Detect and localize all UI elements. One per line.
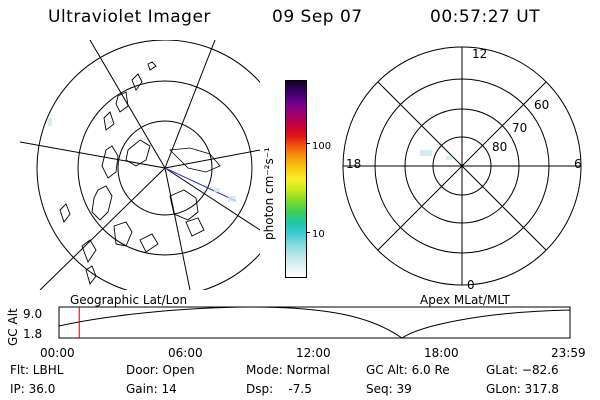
mlt-label-0: 0 — [467, 278, 475, 292]
seq-status: Seq: 39 — [366, 382, 412, 396]
meridian-line — [20, 141, 166, 169]
mlt-label-6: 6 — [574, 157, 582, 171]
coastline-outline — [59, 61, 205, 285]
glat-status: GLat: −82.6 — [486, 363, 559, 377]
gain-status: Gain: 14 — [126, 382, 177, 396]
aurora-emission-patch — [48, 118, 52, 126]
meridian-line — [39, 167, 166, 290]
door-status: Door: Open — [126, 363, 195, 377]
colorbar-tick-mark — [306, 232, 310, 233]
apex-caption: Apex MLat/MLT — [420, 293, 510, 307]
altitude-xtick: 00:00 — [40, 346, 75, 360]
meridian-line — [164, 167, 260, 231]
instrument-title: Ultraviolet Imager — [48, 7, 211, 27]
ip-status: IP: 36.0 — [10, 382, 56, 396]
meridian-line — [164, 149, 260, 169]
colorbar — [285, 80, 307, 278]
colorbar-tick-mark — [306, 143, 310, 144]
colorbar-gradient — [286, 81, 306, 277]
altitude-xtick: 23:59 — [551, 346, 586, 360]
meridian-line — [164, 40, 216, 169]
mlt-label-18: 18 — [346, 157, 362, 171]
latitude-circle-inner — [117, 120, 213, 216]
glon-status: GLon: 317.8 — [486, 382, 559, 396]
altitude-ytick-top: 9.0 — [23, 307, 43, 321]
colorbar-tick-10: 10 — [312, 229, 325, 240]
aurora-emission-patch — [420, 150, 432, 156]
altitude-xtick: 12:00 — [296, 346, 331, 360]
landmass-outline — [169, 147, 221, 173]
altitude-plot-frame — [58, 306, 571, 339]
date-label: 09 Sep 07 — [272, 7, 363, 27]
noon-meridian-line — [164, 167, 237, 202]
aurora-emission-patch — [446, 156, 452, 160]
dsp-status: Dsp: -7.5 — [246, 382, 312, 396]
meridian-line — [164, 167, 191, 290]
aurora-emission-patch — [228, 196, 236, 202]
altitude-curve — [58, 306, 571, 339]
gc-alt-status: GC Alt: 6.0 Re — [366, 363, 450, 377]
mode-status: Mode: Normal — [246, 363, 330, 377]
altitude-xtick: 18:00 — [424, 346, 459, 360]
time-label: 00:57:27 UT — [430, 7, 541, 27]
mlat-label-80: 80 — [492, 140, 508, 154]
mlt-line-diagonal — [377, 81, 547, 251]
filter-status: Flt: LBHL — [10, 363, 64, 377]
colorbar-tick-100: 100 — [312, 141, 332, 152]
geographic-caption: Geographic Lat/Lon — [70, 293, 188, 307]
aurora-emission-patch — [214, 188, 220, 192]
mlt-label-12: 12 — [472, 47, 488, 61]
landmass-outline — [125, 139, 151, 167]
latitude-circle-outer — [36, 40, 260, 290]
latitude-circle-middle — [77, 80, 253, 256]
mlat-label-70: 70 — [512, 121, 528, 135]
altitude-ytick-bottom: 1.8 — [23, 327, 43, 341]
mlat-label-60: 60 — [534, 98, 550, 112]
altitude-xtick: 06:00 — [168, 346, 203, 360]
